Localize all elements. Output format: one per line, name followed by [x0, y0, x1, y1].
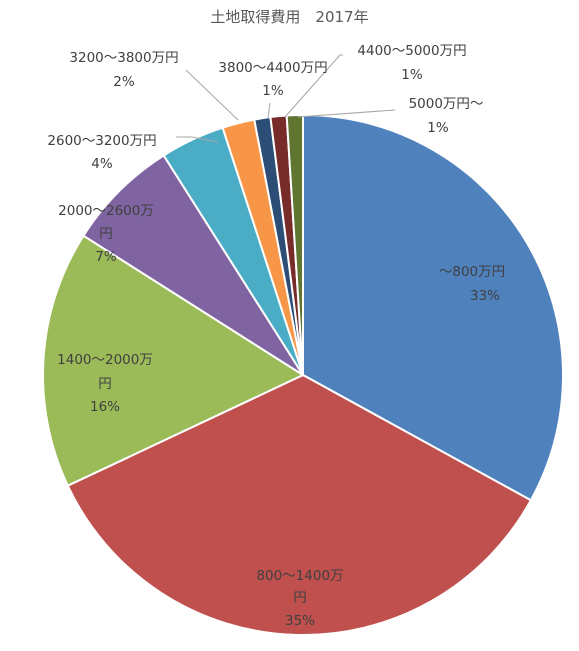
leader-line: [284, 54, 343, 118]
leader-line: [185, 69, 239, 121]
pie-slice: [82, 154, 304, 376]
slice-label: 5000万円～: [409, 96, 484, 112]
slice-label: 3800～4400万円: [218, 60, 327, 76]
slice-label-line2: 円: [98, 376, 112, 392]
slice-label: 4400～5000万円: [357, 43, 466, 59]
leader-lines: [176, 54, 396, 143]
slice-label: ～800万円: [439, 264, 505, 280]
leader-line: [297, 109, 396, 118]
slice-label: 2600～3200万円: [47, 133, 156, 149]
slice-percent-label: 4%: [91, 156, 113, 172]
slice-percent-label: 16%: [90, 399, 120, 415]
pie-slice: [302, 113, 565, 502]
slice-percent-label: 1%: [262, 83, 284, 99]
leader-line: [176, 136, 219, 143]
slice-percent-label: 35%: [285, 613, 315, 629]
slice-label-line1: 1400～2000万: [57, 352, 153, 368]
slice-label-line2: 円: [99, 226, 113, 242]
data-labels: ～800万円33%800～1400万円35%1400～2000万円16%2000…: [47, 43, 505, 629]
pie-slices: [42, 113, 565, 637]
slice-label-line1: 2000～2600万: [58, 203, 154, 219]
slice-percent-label: 33%: [470, 288, 500, 304]
pie-slice: [66, 373, 533, 637]
slice-label: 3200～3800万円: [69, 50, 178, 66]
slice-percent-label: 1%: [427, 120, 449, 136]
slice-percent-label: 2%: [113, 74, 135, 90]
slice-percent-label: 1%: [401, 67, 423, 83]
chart-title: 土地取得費用 2017年: [210, 8, 369, 26]
slice-label-line1: 800～1400万: [256, 568, 343, 584]
slice-percent-label: 7%: [95, 249, 117, 265]
slice-label-line2: 円: [293, 590, 307, 606]
pie-slice: [42, 234, 306, 488]
leader-line: [267, 102, 271, 119]
